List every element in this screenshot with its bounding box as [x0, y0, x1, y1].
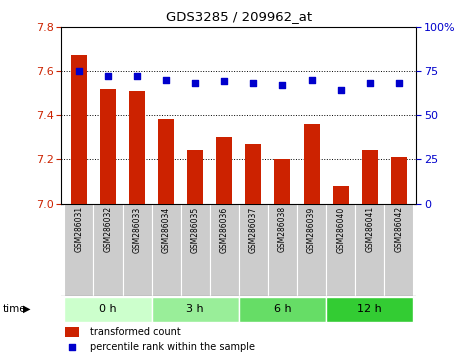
Bar	[304, 124, 320, 204]
Text: GSM286033: GSM286033	[132, 206, 141, 252]
Bar	[384, 204, 413, 296]
Bar	[181, 204, 210, 296]
Text: GSM286039: GSM286039	[307, 206, 316, 252]
Bar	[297, 204, 326, 296]
Point	[366, 80, 374, 86]
Point	[220, 79, 228, 84]
Text: GSM286042: GSM286042	[394, 206, 403, 252]
Bar	[152, 297, 239, 322]
Point	[395, 80, 403, 86]
Bar	[274, 159, 290, 204]
Text: GSM286031: GSM286031	[74, 206, 83, 252]
Bar	[71, 55, 87, 204]
Bar	[64, 204, 94, 296]
Point	[104, 73, 112, 79]
Point	[308, 77, 315, 82]
Bar	[158, 119, 174, 204]
Point	[279, 82, 286, 88]
Point	[337, 87, 344, 93]
Text: GSM286035: GSM286035	[191, 206, 200, 252]
Bar	[355, 204, 384, 296]
Bar	[94, 204, 123, 296]
Point	[250, 80, 257, 86]
Text: GSM286038: GSM286038	[278, 206, 287, 252]
Bar	[187, 150, 203, 204]
Bar	[239, 297, 326, 322]
Text: GSM286032: GSM286032	[104, 206, 113, 252]
Bar	[100, 88, 116, 204]
Text: transformed count: transformed count	[90, 327, 181, 337]
Text: GSM286037: GSM286037	[249, 206, 258, 252]
Point	[133, 73, 141, 79]
Bar	[64, 297, 152, 322]
Text: 6 h: 6 h	[274, 304, 291, 314]
Text: GSM286040: GSM286040	[336, 206, 345, 252]
Bar	[123, 204, 152, 296]
Text: GSM286041: GSM286041	[365, 206, 374, 252]
Bar	[333, 186, 349, 204]
Bar	[152, 204, 181, 296]
Point	[192, 80, 199, 86]
Text: ▶: ▶	[23, 304, 31, 314]
Bar	[268, 204, 297, 296]
Bar	[326, 297, 413, 322]
Bar	[326, 204, 355, 296]
Bar	[210, 204, 239, 296]
Bar	[129, 91, 145, 204]
Text: GDS3285 / 209962_at: GDS3285 / 209962_at	[166, 10, 312, 23]
Text: GSM286036: GSM286036	[220, 206, 229, 252]
Point	[68, 344, 76, 350]
Bar	[245, 144, 262, 204]
Point	[75, 68, 83, 74]
Text: 0 h: 0 h	[99, 304, 117, 314]
Bar	[362, 150, 378, 204]
Bar	[239, 204, 268, 296]
Bar	[391, 157, 407, 204]
Bar	[216, 137, 232, 204]
Text: 12 h: 12 h	[357, 304, 382, 314]
Point	[162, 77, 170, 82]
Text: time: time	[2, 304, 26, 314]
Bar	[65, 327, 79, 337]
Text: GSM286034: GSM286034	[162, 206, 171, 252]
Text: 3 h: 3 h	[186, 304, 204, 314]
Text: percentile rank within the sample: percentile rank within the sample	[90, 342, 255, 352]
